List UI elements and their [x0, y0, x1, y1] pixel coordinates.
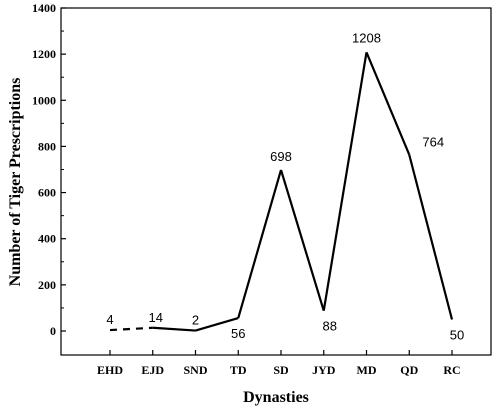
data-label: 698	[270, 149, 292, 164]
x-tick-label: MD	[357, 363, 377, 377]
data-label: 2	[192, 313, 199, 328]
x-tick-label: QD	[400, 363, 418, 377]
series-segment	[152, 326, 196, 332]
y-tick-label: 400	[38, 232, 56, 246]
data-label: 14	[149, 310, 163, 325]
data-label: 1208	[352, 30, 381, 45]
data-label: 56	[231, 326, 245, 341]
x-tick-label: RC	[443, 363, 460, 377]
x-tick-label: SD	[273, 363, 289, 377]
x-tick-label: SND	[183, 363, 207, 377]
data-label: 4	[106, 312, 113, 327]
x-tick-label: EJD	[141, 363, 164, 377]
y-tick-label: 800	[38, 139, 56, 153]
y-tick-label: 200	[38, 278, 56, 292]
y-tick-label: 0	[50, 324, 56, 338]
data-label: 88	[323, 319, 337, 334]
series-segment	[365, 51, 411, 156]
y-tick-label: 1000	[32, 93, 56, 107]
data-label: 764	[422, 135, 444, 150]
y-tick-label: 1400	[32, 1, 56, 15]
data-labels: 4 14 2 56 698 88 1208 764 50	[106, 30, 464, 342]
series-segment	[109, 326, 153, 332]
series-lines	[109, 51, 454, 332]
data-label: 50	[450, 327, 464, 342]
series-segment	[195, 317, 239, 332]
series-segment	[279, 169, 325, 312]
ticks: 0 200 400 600 800 1000 1200 1400 EHD EJD SND TD SD JY…	[32, 1, 461, 377]
x-tick-label: EHD	[97, 363, 123, 377]
series-segment	[237, 169, 283, 319]
series-segment	[322, 52, 368, 311]
y-tick-label: 1200	[32, 47, 56, 61]
series-segment	[408, 154, 454, 320]
plot-frame	[60, 7, 492, 356]
x-tick-label: JYD	[312, 363, 336, 377]
y-tick-label: 600	[38, 186, 56, 200]
x-axis-title: Dynasties	[243, 389, 309, 406]
axes	[60, 7, 492, 356]
x-tick-label: TD	[230, 363, 247, 377]
y-axis-title: Number of Tiger Prescriptions	[7, 78, 24, 287]
